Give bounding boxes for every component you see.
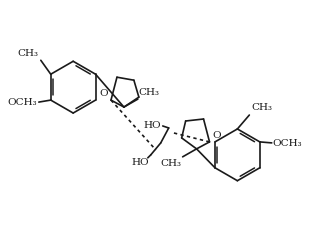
Text: O: O (100, 89, 108, 98)
Text: HO: HO (143, 121, 161, 130)
Text: CH₃: CH₃ (160, 159, 182, 168)
Text: CH₃: CH₃ (139, 88, 160, 97)
Text: CH₃: CH₃ (18, 49, 39, 58)
Text: O: O (213, 131, 221, 140)
Text: CH₃: CH₃ (251, 103, 272, 112)
Text: HO: HO (131, 158, 149, 167)
Text: OCH₃: OCH₃ (7, 98, 37, 107)
Text: OCH₃: OCH₃ (273, 139, 302, 148)
